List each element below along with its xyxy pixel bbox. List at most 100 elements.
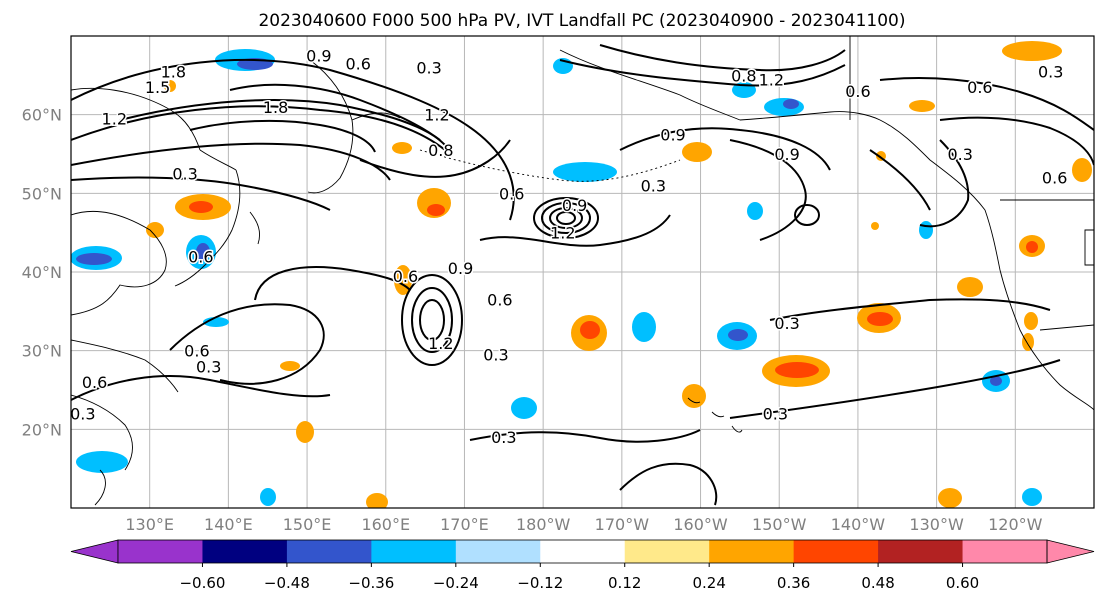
pv-contour	[169, 303, 325, 385]
colorbar-tick-label: −0.60	[179, 574, 225, 592]
coastline-okhotsk	[71, 87, 237, 171]
ivt-neg-patch	[1022, 488, 1042, 506]
contour-label: 0.9	[660, 125, 685, 144]
ivt-pos-patch	[938, 488, 962, 508]
ivt-pos-patch	[957, 277, 983, 297]
pv-contour	[71, 176, 331, 211]
ivt-neg-patch	[783, 99, 799, 109]
pv-contour	[401, 274, 463, 366]
pv-contour	[559, 59, 846, 87]
ivt-pos-patch	[280, 361, 300, 371]
contour-label: 0.3	[947, 145, 972, 164]
pv-contour	[229, 83, 446, 146]
contour-label: 0.6	[499, 184, 524, 203]
colorbar-segment	[878, 540, 964, 563]
colorbar-tick-label: 0.36	[777, 574, 810, 592]
ivt-pos-patch	[682, 142, 712, 162]
contour-label: 0.6	[845, 82, 870, 101]
pv-contour	[879, 77, 1094, 131]
pv-contour	[549, 207, 583, 229]
contour-label: 0.6	[188, 247, 213, 266]
contour-label: 0.6	[346, 55, 371, 74]
colorbar-outline	[117, 539, 1048, 564]
contour-label: 0.3	[641, 176, 666, 195]
lon-label: 170°E	[440, 515, 489, 534]
contour-label: 0.6	[82, 373, 107, 392]
ivt-neg-patch	[919, 221, 933, 239]
ivt-neg-patch	[553, 162, 617, 182]
colorbar-tick-label: −0.24	[433, 574, 479, 592]
colorbar-segment	[286, 540, 372, 563]
pv-contour	[619, 462, 718, 506]
lat-label: 50°N	[22, 184, 62, 203]
colorbar-segment	[371, 540, 457, 563]
contour-label: 1.5	[145, 78, 170, 97]
contour-label: 0.9	[562, 196, 587, 215]
ivt-neg-patch	[196, 243, 210, 261]
colorbar-tick-label: 0.24	[692, 574, 725, 592]
ivt-pos-patch	[1022, 333, 1034, 351]
ivt-pos-patch	[296, 421, 314, 443]
pv-contour	[119, 99, 441, 141]
ivt-neg-patch	[76, 451, 128, 473]
contour-label: 0.3	[774, 314, 799, 333]
contour-label: 0.6	[967, 78, 992, 97]
contour-label: 0.6	[393, 267, 418, 286]
lon-label: 170°W	[595, 515, 650, 534]
ivt-pos-patch	[871, 222, 879, 230]
figure-title: 2023040600 F000 500 hPa PV, IVT Landfall…	[258, 11, 905, 31]
colorbar: −0.60 −0.48 −0.36 −0.24 −0.12 0.12 0.24 0.36 0.4…	[70, 539, 1095, 592]
pv-contours	[71, 44, 1094, 506]
pv-contour	[599, 44, 846, 72]
ivt-neg-patch	[260, 488, 276, 506]
ivt-pos-patch	[1002, 41, 1062, 61]
colorbar-segment	[455, 540, 541, 563]
contour-label: 1.2	[102, 110, 127, 129]
pv-contour	[71, 375, 331, 401]
colorbar-tick-label: −0.12	[517, 574, 563, 592]
contour-label: 0.3	[70, 405, 95, 424]
lon-label: 160°E	[361, 515, 410, 534]
lon-label: 160°W	[673, 515, 728, 534]
ivt-pos-patch	[1026, 241, 1038, 253]
colorbar-extend-min	[70, 539, 119, 564]
contour-label: 0.9	[448, 259, 473, 278]
longitude-labels: 130°E 140°E 150°E 160°E 170°E 180°W 170°W 160°W…	[125, 515, 1042, 534]
colorbar-segment	[793, 540, 879, 563]
pv-contour	[729, 139, 807, 241]
contour-label: 0.3	[416, 58, 441, 77]
ivt-pos-patch	[775, 362, 819, 378]
pv-contour	[254, 266, 411, 301]
political-border-us-mexico	[1039, 229, 1094, 331]
latitude-labels: 60°N 50°N 40°N 30°N 20°N	[22, 106, 62, 440]
coastline-japan	[174, 169, 261, 287]
contour-label: 1.8	[263, 98, 288, 117]
colorbar-segment	[709, 540, 795, 563]
ivt-pos-patch	[366, 493, 388, 508]
lon-label: 140°W	[831, 515, 886, 534]
colorbar-segment	[540, 540, 626, 563]
contour-label: 0.6	[1042, 169, 1067, 188]
ivt-shading	[71, 41, 1092, 508]
pv-contour	[769, 298, 1051, 321]
ivt-neg-patch	[747, 202, 763, 220]
map-frame	[70, 35, 1095, 509]
ivt-pos-patch	[164, 80, 176, 92]
contour-label: 0.3	[1038, 62, 1063, 81]
contour-label: 0.8	[428, 141, 453, 160]
pv-contour	[469, 429, 701, 443]
pv-contour	[794, 204, 820, 226]
pv-contour	[359, 139, 511, 178]
colorbar-segment	[202, 540, 288, 563]
ivt-neg-patch	[990, 376, 1002, 386]
coastline-alaska	[559, 49, 1094, 411]
lon-label: 150°W	[752, 515, 807, 534]
contour-label: 0.3	[491, 428, 516, 447]
ivt-neg-patch	[764, 98, 804, 116]
colorbar-segment	[118, 540, 203, 563]
contour-label: 0.8	[731, 66, 756, 85]
contour-label: 0.6	[184, 342, 209, 361]
contour-label: 0.3	[196, 357, 221, 376]
contour-label: 1.2	[759, 70, 784, 89]
